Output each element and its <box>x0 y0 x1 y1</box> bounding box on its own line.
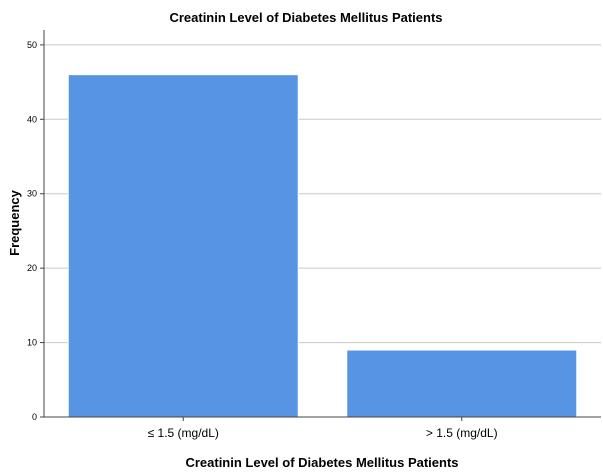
y-tick-label: 20 <box>27 263 37 273</box>
bars <box>67 74 578 418</box>
y-axis-title: Frequency <box>7 189 22 256</box>
y-tick-label: 50 <box>27 40 37 50</box>
x-tick-label: ≤ 1.5 (mg/dL) <box>148 426 219 440</box>
y-tick-label: 30 <box>27 189 37 199</box>
bar <box>67 74 299 418</box>
chart-title: Creatinin Level of Diabetes Mellitus Pat… <box>169 10 442 25</box>
y-tick-label: 40 <box>27 114 37 124</box>
y-tick-label: 0 <box>32 412 37 422</box>
axes <box>40 30 601 421</box>
x-axis-title: Creatinin Level of Diabetes Mellitus Pat… <box>185 455 458 470</box>
x-tick-labels: ≤ 1.5 (mg/dL) > 1.5 (mg/dL) <box>148 426 498 440</box>
y-tick-label: 10 <box>27 338 37 348</box>
bar <box>346 349 578 418</box>
x-tick-label: > 1.5 (mg/dL) <box>426 426 498 440</box>
y-tick-labels: 0 10 20 30 40 50 <box>27 40 37 422</box>
